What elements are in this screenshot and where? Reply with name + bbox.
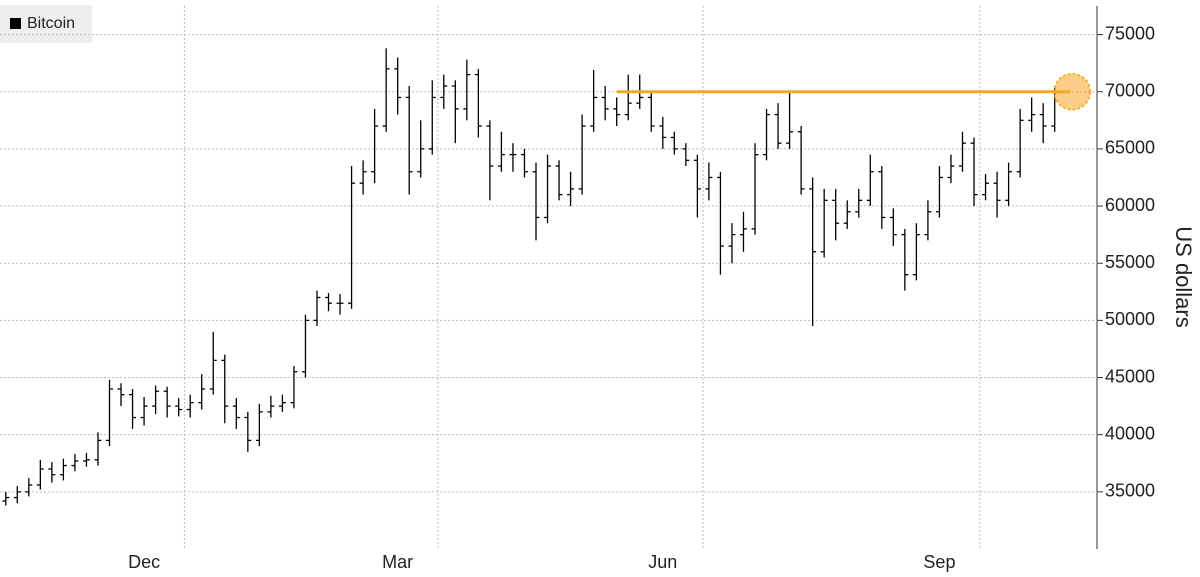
legend-label: Bitcoin xyxy=(27,15,75,32)
y-tick-label: 50000 xyxy=(1105,309,1155,329)
y-tick-label: 35000 xyxy=(1105,481,1155,501)
x-tick-label: Dec xyxy=(128,552,160,572)
y-tick-label: 70000 xyxy=(1105,80,1155,100)
y-tick-label: 60000 xyxy=(1105,195,1155,215)
y-axis-label: US dollars xyxy=(1171,226,1196,327)
y-tick-label: 40000 xyxy=(1105,423,1155,443)
legend-swatch xyxy=(10,18,21,29)
y-tick-label: 75000 xyxy=(1105,23,1155,43)
y-tick-label: 65000 xyxy=(1105,138,1155,158)
x-tick-label: Sep xyxy=(923,552,955,572)
x-tick-label: Jun xyxy=(648,552,677,572)
y-tick-label: 45000 xyxy=(1105,366,1155,386)
highlight-marker xyxy=(1053,72,1091,111)
y-tick-label: 55000 xyxy=(1105,252,1155,272)
x-tick-label: Mar xyxy=(382,552,413,572)
